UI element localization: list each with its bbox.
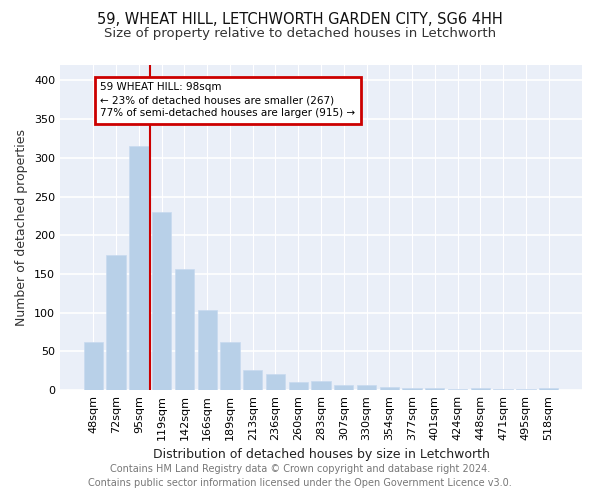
Bar	[539, 388, 558, 390]
Bar	[311, 382, 331, 390]
Bar	[403, 388, 422, 390]
Bar	[106, 254, 126, 390]
X-axis label: Distribution of detached houses by size in Letchworth: Distribution of detached houses by size …	[152, 448, 490, 462]
Bar	[470, 388, 490, 390]
Y-axis label: Number of detached properties: Number of detached properties	[16, 129, 28, 326]
Text: Size of property relative to detached houses in Letchworth: Size of property relative to detached ho…	[104, 28, 496, 40]
Bar	[266, 374, 285, 390]
Bar	[425, 388, 445, 390]
Bar	[289, 382, 308, 390]
Bar	[84, 342, 103, 390]
Bar	[493, 389, 513, 390]
Bar	[357, 386, 376, 390]
Bar	[448, 389, 467, 390]
Bar	[380, 387, 399, 390]
Bar	[152, 212, 172, 390]
Text: Contains HM Land Registry data © Crown copyright and database right 2024.
Contai: Contains HM Land Registry data © Crown c…	[88, 464, 512, 487]
Bar	[334, 384, 353, 390]
Bar	[243, 370, 262, 390]
Bar	[516, 389, 536, 390]
Text: 59 WHEAT HILL: 98sqm
← 23% of detached houses are smaller (267)
77% of semi-deta: 59 WHEAT HILL: 98sqm ← 23% of detached h…	[100, 82, 355, 118]
Bar	[197, 310, 217, 390]
Bar	[129, 146, 149, 390]
Bar	[220, 342, 239, 390]
Text: 59, WHEAT HILL, LETCHWORTH GARDEN CITY, SG6 4HH: 59, WHEAT HILL, LETCHWORTH GARDEN CITY, …	[97, 12, 503, 28]
Bar	[175, 268, 194, 390]
